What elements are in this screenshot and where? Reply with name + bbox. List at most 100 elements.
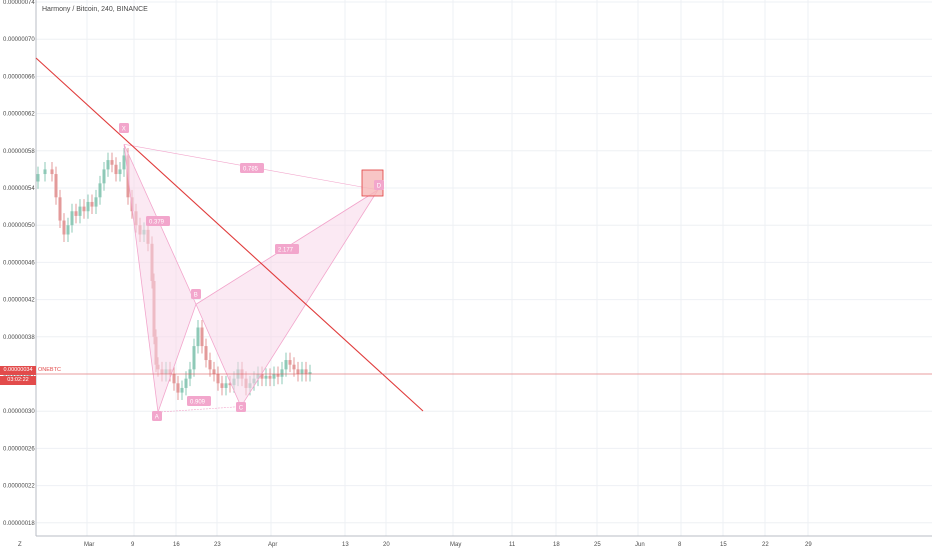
x-tick-label: May [450, 542, 461, 548]
candle-body [196, 327, 200, 347]
x-tick-label: 13 [342, 542, 349, 548]
point-label-bg [191, 289, 201, 299]
y-tick-label: 0.00000070 [3, 37, 35, 43]
candle-body [82, 206, 86, 212]
candle-body [114, 164, 118, 175]
candle-body [204, 346, 208, 361]
candle-body [58, 197, 62, 221]
y-tick-label: 0.00000038 [3, 335, 35, 341]
candle-body [172, 374, 176, 384]
y-tick-label: 0.00000062 [3, 112, 35, 118]
candle-body [288, 360, 292, 365]
point-label-d: D [377, 184, 382, 190]
x-tick-label: 18 [553, 542, 560, 548]
candle-body [292, 364, 296, 370]
x-tick-label: 22 [762, 542, 769, 548]
candle-body [94, 197, 98, 207]
candle-body [228, 383, 232, 386]
candle-body [308, 372, 312, 374]
candle-body [300, 369, 304, 374]
point-label-a: A [155, 415, 159, 421]
candle-body [50, 169, 54, 175]
candle-body [90, 201, 94, 207]
y-tick-label: 0.00000050 [3, 223, 35, 229]
candle-body [276, 374, 280, 377]
candle-body [70, 211, 74, 226]
point-label-bg [236, 402, 246, 412]
candle-body [224, 383, 228, 388]
candle-body [208, 360, 212, 370]
x-tick-label: 9 [131, 542, 135, 548]
y-tick-label: 0.00000018 [3, 521, 35, 527]
x-tick-label: 25 [594, 542, 601, 548]
symbol-badge: ONEBTC [38, 367, 61, 373]
candle-body [74, 211, 78, 216]
ratio-label: 0.379 [149, 220, 165, 226]
ratio-label: 2.177 [278, 248, 294, 254]
candle-body [36, 174, 40, 182]
y-tick-label: 0.00000034 [3, 372, 35, 378]
candle-body [260, 374, 264, 379]
y-tick-label: 0.00000026 [3, 446, 35, 452]
x-tick-label: 11 [509, 542, 516, 548]
candle-body [284, 360, 288, 370]
point-label-bg [119, 123, 129, 133]
x-tick-label: Jun [635, 542, 645, 548]
y-tick-label: 0.00000042 [3, 298, 35, 304]
ratio-label-bg [240, 163, 264, 173]
point-label-bg [152, 411, 162, 421]
pattern-triangle-xab [123, 144, 197, 413]
chart-title: Harmony / Bitcoin, 240, BINANCE [42, 6, 148, 13]
candle-body [304, 369, 308, 374]
point-label-x: X [122, 127, 126, 133]
candle-body [296, 369, 300, 374]
ratio-label-bg [187, 396, 211, 406]
candle-body [272, 374, 276, 379]
candle-body [122, 155, 126, 170]
ratio-label-bg [275, 244, 299, 254]
x-tick-label: 23 [214, 542, 221, 548]
x-tick-label: 29 [805, 542, 812, 548]
point-label-b: B [194, 293, 198, 299]
candle-body [66, 225, 70, 235]
x-tick-label: 16 [173, 542, 180, 548]
y-tick-label: 0.00000074 [3, 0, 35, 6]
candle-body [78, 206, 82, 216]
candle-body [264, 375, 268, 379]
candle-body [110, 160, 114, 165]
candle-body [212, 369, 216, 374]
candle-body [86, 201, 90, 212]
candle-body [98, 183, 102, 198]
candle-body [54, 174, 58, 198]
ratio-label: 0.785 [243, 167, 259, 173]
candle-body [200, 327, 204, 347]
candle-body [192, 346, 196, 370]
y-tick-label: 0.00000030 [3, 409, 35, 415]
candle-body [268, 375, 272, 379]
x-tick-label: Apr [268, 542, 277, 548]
y-tick-label: 0.00000046 [3, 260, 35, 266]
candle-body [176, 383, 180, 393]
x-tick-label: 15 [720, 542, 727, 548]
countdown-badge: 03:02:22 [0, 376, 36, 385]
candle-body [216, 374, 220, 384]
candle-body [106, 160, 110, 170]
ratio-line-ac [157, 406, 242, 413]
x-tick-label: Mar [84, 542, 94, 548]
trendline [35, 57, 424, 412]
candle-body [220, 383, 224, 388]
y-tick-label: 0.00000058 [3, 149, 35, 155]
candle-body [118, 169, 122, 175]
candle-body [102, 169, 106, 184]
candle-body [280, 369, 284, 377]
x-tick-label: 8 [678, 542, 682, 548]
point-label-bg [374, 180, 384, 190]
point-label-c: C [239, 406, 244, 412]
x-tick-label: 20 [383, 542, 390, 548]
candle-body [62, 220, 66, 235]
candle-body [43, 169, 47, 175]
y-tick-label: 0.00000066 [3, 74, 35, 80]
y-tick-label: 0.00000022 [3, 484, 35, 490]
